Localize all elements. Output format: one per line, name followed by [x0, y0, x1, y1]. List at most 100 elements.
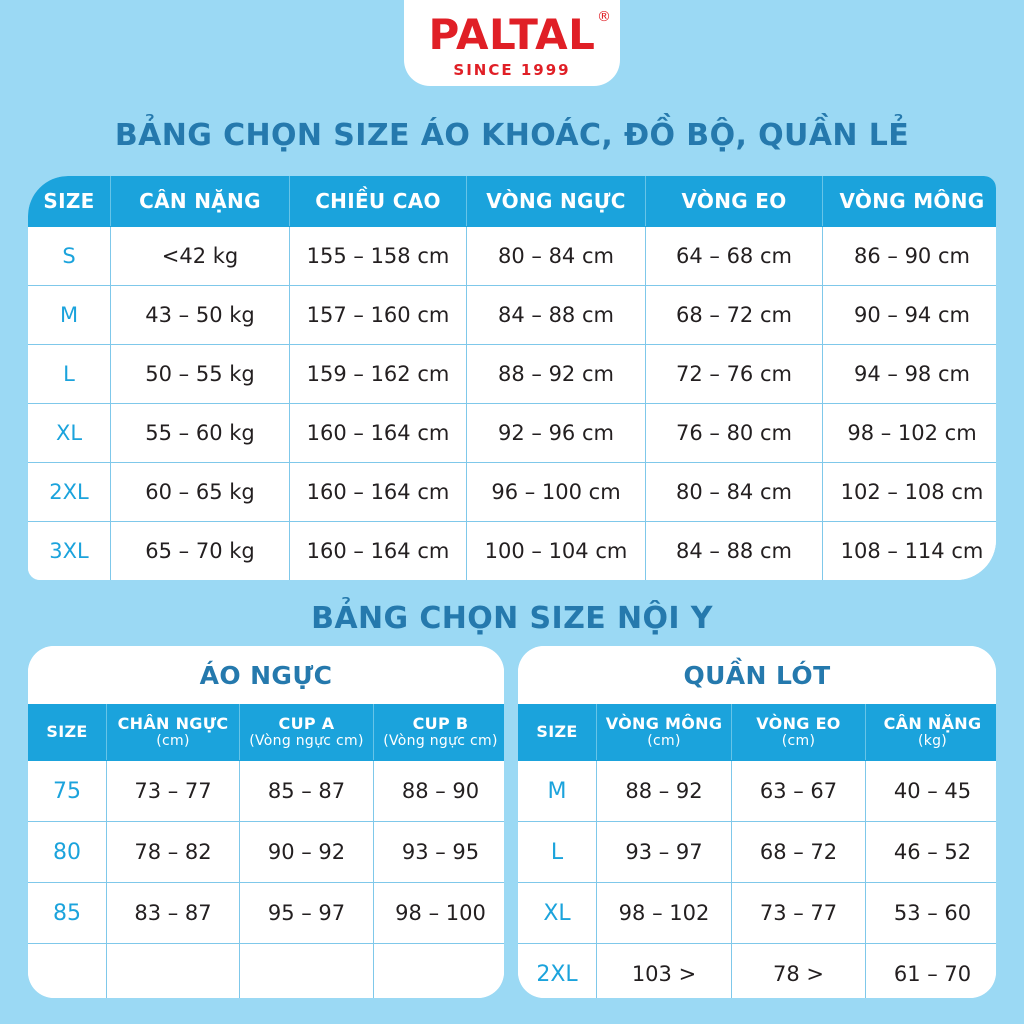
cell-hip: 102 – 108 cm: [822, 462, 996, 522]
bra-table-caption: ÁO NGỰC: [28, 646, 504, 704]
table-row: 75 73 – 77 85 – 87 88 – 90: [28, 760, 504, 822]
cell-height: 160 – 164 cm: [289, 521, 467, 580]
cell-hip: 90 – 94 cm: [822, 285, 996, 345]
bra-table-body: 75 73 – 77 85 – 87 88 – 90 80 78 – 82 90…: [28, 760, 504, 998]
outerwear-section-title: BẢNG CHỌN SIZE ÁO KHOÁC, ĐỒ BỘ, QUẦN LẺ: [114, 118, 910, 153]
cell-hip: 103 >: [596, 943, 732, 998]
cell-weight: 60 – 65 kg: [110, 462, 290, 522]
cell-weight: <42 kg: [110, 226, 290, 286]
table-row: M 43 – 50 kg 157 – 160 cm 84 – 88 cm 68 …: [28, 285, 996, 345]
cell-cup-a: 90 – 92: [239, 821, 374, 883]
cell-weight: 40 – 45: [865, 760, 996, 822]
column-header-label: SIZE: [536, 721, 578, 741]
brand-name: PALTAL ®: [429, 10, 611, 56]
cell-size: 85: [28, 882, 107, 944]
cell-cup-a: [239, 943, 374, 998]
cell-bust: 80 – 84 cm: [466, 226, 646, 286]
outerwear-size-table: SIZE CÂN NẶNG CHIỀU CAO VÒNG NGỰC VÒNG E…: [28, 176, 996, 580]
column-header-weight: CÂN NẶNG (kg): [865, 704, 996, 761]
cell-cup-a: 95 – 97: [239, 882, 374, 944]
column-header-label: SIZE: [46, 721, 88, 741]
table-header-row: SIZE CHÂN NGỰC (cm) CUP A (Vòng ngực cm)…: [28, 704, 504, 761]
underwear-section-title: BẢNG CHỌN SIZE NỘI Y: [311, 601, 713, 636]
column-header-cup-b: CUP B (Vòng ngực cm): [373, 704, 504, 761]
cell-weight: 50 – 55 kg: [110, 344, 290, 404]
column-header-label: VÒNG EO: [756, 713, 841, 733]
cell-bust: 84 – 88 cm: [466, 285, 646, 345]
cell-size: L: [28, 344, 111, 404]
cell-bust: 92 – 96 cm: [466, 403, 646, 463]
column-header-cup-a: CUP A (Vòng ngực cm): [239, 704, 374, 761]
table-row: L 50 – 55 kg 159 – 162 cm 88 – 92 cm 72 …: [28, 344, 996, 404]
column-header-unit: (cm): [156, 732, 190, 749]
cell-hip: 98 – 102: [596, 882, 732, 944]
table-header-row: SIZE CÂN NẶNG CHIỀU CAO VÒNG NGỰC VÒNG E…: [28, 176, 996, 227]
column-header-unit: (kg): [917, 732, 948, 749]
cell-cup-b: 93 – 95: [373, 821, 504, 883]
cell-cup-b: 88 – 90: [373, 760, 504, 822]
outerwear-table-body: S <42 kg 155 – 158 cm 80 – 84 cm 64 – 68…: [28, 226, 996, 580]
column-header-weight: CÂN NẶNG: [110, 176, 290, 227]
cell-cup-a: 85 – 87: [239, 760, 374, 822]
cell-cup-b: 98 – 100: [373, 882, 504, 944]
cell-waist: 68 – 72: [731, 821, 866, 883]
column-header-hip: VÒNG MÔNG: [822, 176, 996, 227]
column-header-size: SIZE: [28, 704, 107, 761]
column-header-height: CHIỀU CAO: [289, 176, 467, 227]
cell-underbust: 83 – 87: [106, 882, 240, 944]
table-row: M 88 – 92 63 – 67 40 – 45: [518, 760, 996, 822]
panty-table-caption: QUẦN LÓT: [518, 646, 996, 704]
outerwear-size-table-card: SIZE CÂN NẶNG CHIỀU CAO VÒNG NGỰC VÒNG E…: [28, 176, 996, 580]
cell-waist: 76 – 80 cm: [645, 403, 823, 463]
cell-size: XL: [28, 403, 111, 463]
column-header-size: SIZE: [28, 176, 111, 227]
cell-bust: 100 – 104 cm: [466, 521, 646, 580]
column-header-size: SIZE: [518, 704, 597, 761]
table-row: 80 78 – 82 90 – 92 93 – 95: [28, 821, 504, 883]
column-header-underbust: CHÂN NGỰC (cm): [106, 704, 240, 761]
bra-table-header: SIZE CHÂN NGỰC (cm) CUP A (Vòng ngực cm)…: [28, 704, 504, 761]
cell-size: 2XL: [518, 943, 597, 998]
cell-waist: 72 – 76 cm: [645, 344, 823, 404]
outerwear-table-header: SIZE CÂN NẶNG CHIỀU CAO VÒNG NGỰC VÒNG E…: [28, 176, 996, 227]
registered-trademark-icon: ®: [596, 9, 612, 25]
cell-size: 2XL: [28, 462, 111, 522]
cell-waist: 63 – 67: [731, 760, 866, 822]
cell-height: 155 – 158 cm: [289, 226, 467, 286]
table-header-row: SIZE VÒNG MÔNG (cm) VÒNG EO (cm) CÂN NẶN…: [518, 704, 996, 761]
column-header-unit: (cm): [647, 732, 681, 749]
brand-tagline: SINCE 1999: [453, 61, 571, 79]
cell-underbust: [106, 943, 240, 998]
cell-size: L: [518, 821, 597, 883]
cell-height: 160 – 164 cm: [289, 403, 467, 463]
cell-underbust: 73 – 77: [106, 760, 240, 822]
table-row: 2XL 60 – 65 kg 160 – 164 cm 96 – 100 cm …: [28, 462, 996, 522]
column-header-label: CÂN NẶNG: [883, 713, 982, 733]
cell-size: 80: [28, 821, 107, 883]
panty-table-header: SIZE VÒNG MÔNG (cm) VÒNG EO (cm) CÂN NẶN…: [518, 704, 996, 761]
table-row: L 93 – 97 68 – 72 46 – 52: [518, 821, 996, 883]
cell-hip: 93 – 97: [596, 821, 732, 883]
cell-hip: 98 – 102 cm: [822, 403, 996, 463]
column-header-unit: (Vòng ngực cm): [249, 732, 364, 749]
cell-waist: 64 – 68 cm: [645, 226, 823, 286]
cell-size: XL: [518, 882, 597, 944]
panty-size-table: SIZE VÒNG MÔNG (cm) VÒNG EO (cm) CÂN NẶN…: [518, 704, 996, 998]
cell-bust: 88 – 92 cm: [466, 344, 646, 404]
table-row: 2XL 103 > 78 > 61 – 70: [518, 943, 996, 998]
table-row-empty: [28, 943, 504, 998]
table-row: XL 98 – 102 73 – 77 53 – 60: [518, 882, 996, 944]
cell-weight: 55 – 60 kg: [110, 403, 290, 463]
column-header-waist: VÒNG EO: [645, 176, 823, 227]
cell-size: M: [28, 285, 111, 345]
cell-hip: 86 – 90 cm: [822, 226, 996, 286]
brand-logo: PALTAL ® SINCE 1999: [404, 0, 620, 86]
cell-waist: 84 – 88 cm: [645, 521, 823, 580]
cell-weight: 43 – 50 kg: [110, 285, 290, 345]
cell-hip: 88 – 92: [596, 760, 732, 822]
column-header-label: CUP A: [278, 713, 335, 733]
cell-height: 157 – 160 cm: [289, 285, 467, 345]
table-row: S <42 kg 155 – 158 cm 80 – 84 cm 64 – 68…: [28, 226, 996, 286]
table-row: XL 55 – 60 kg 160 – 164 cm 92 – 96 cm 76…: [28, 403, 996, 463]
cell-waist: 73 – 77: [731, 882, 866, 944]
